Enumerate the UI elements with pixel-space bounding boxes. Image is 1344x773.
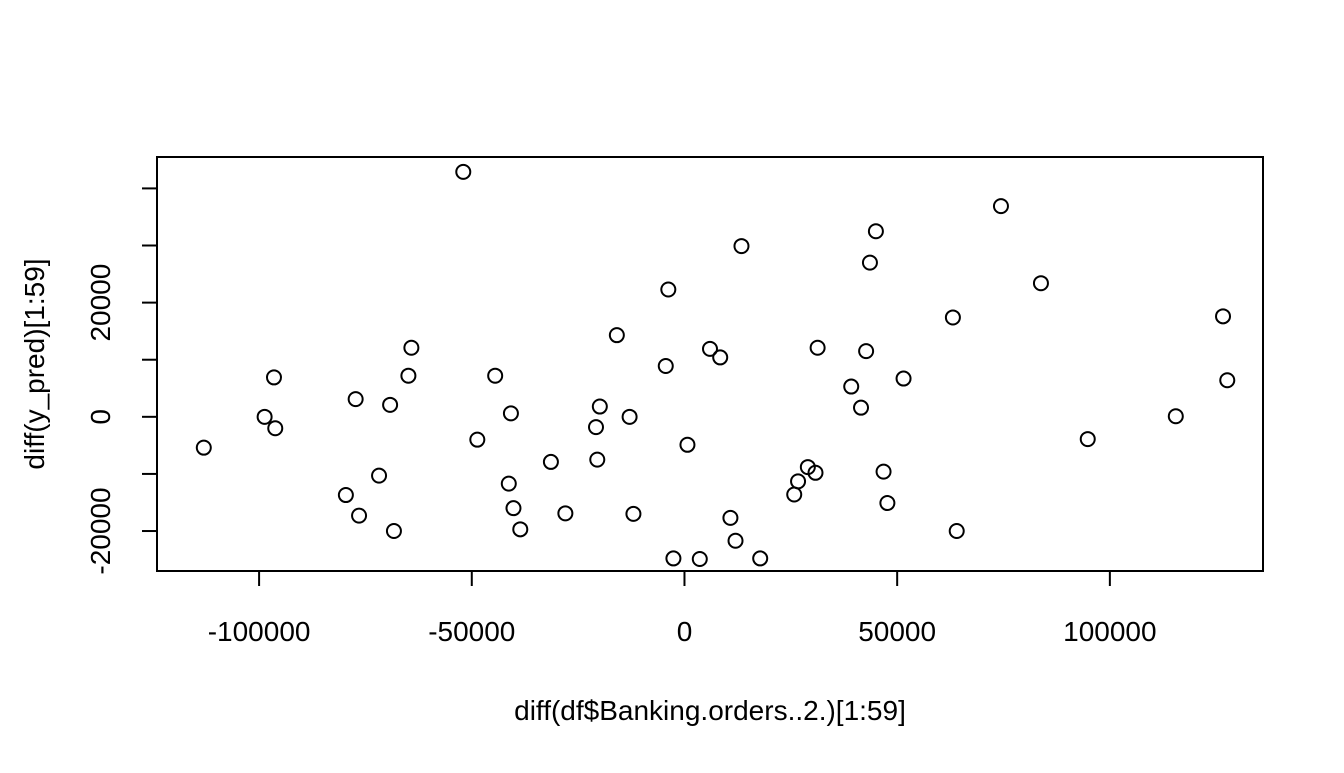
data-point — [895, 370, 912, 387]
data-point — [944, 309, 961, 326]
data-point — [621, 408, 638, 425]
data-point — [1215, 308, 1232, 325]
data-point — [455, 163, 472, 180]
x-axis-label: diff(df$Banking.orders..2.)[1:59] — [514, 695, 906, 726]
data-point — [722, 509, 739, 526]
data-point — [807, 464, 824, 481]
x-tick-label: 50000 — [858, 616, 936, 647]
data-point — [790, 473, 807, 490]
data-point — [948, 523, 965, 540]
data-point — [608, 327, 625, 344]
data-point — [542, 453, 559, 470]
data-point — [500, 475, 517, 492]
data-point — [853, 399, 870, 416]
data-point — [809, 339, 826, 356]
data-point — [589, 451, 606, 468]
data-point — [691, 551, 708, 568]
y-tick-label: 20000 — [85, 264, 116, 342]
data-point — [587, 419, 604, 436]
data-point — [843, 378, 860, 395]
x-tick-label: -100000 — [208, 616, 311, 647]
data-point — [712, 349, 729, 366]
data-point — [875, 463, 892, 480]
data-point — [1167, 408, 1184, 425]
data-point — [505, 500, 522, 517]
data-point — [861, 254, 878, 271]
data-point — [265, 369, 282, 386]
data-point — [382, 396, 399, 413]
data-point — [337, 487, 354, 504]
data-point — [400, 367, 417, 384]
data-point — [195, 439, 212, 456]
x-tick-label: -50000 — [428, 616, 515, 647]
data-point — [879, 495, 896, 512]
data-point — [867, 223, 884, 240]
data-point — [733, 238, 750, 255]
data-point — [992, 198, 1009, 215]
y-axis-label: diff(y_pred)[1:59] — [19, 258, 50, 469]
data-points — [195, 163, 1236, 568]
data-point — [487, 367, 504, 384]
y-tick-label: -20000 — [85, 487, 116, 574]
data-point — [351, 507, 368, 524]
data-point — [665, 550, 682, 567]
data-point — [267, 420, 284, 437]
data-point — [557, 505, 574, 522]
data-point — [1032, 275, 1049, 292]
x-tick-label: 0 — [677, 616, 693, 647]
data-point — [625, 505, 642, 522]
data-point — [1219, 372, 1236, 389]
data-point — [858, 343, 875, 360]
data-point — [371, 467, 388, 484]
x-tick-label: 100000 — [1063, 616, 1156, 647]
data-point — [752, 550, 769, 567]
plot-frame — [156, 156, 1264, 572]
data-point — [1079, 431, 1096, 448]
data-point — [403, 339, 420, 356]
data-point — [657, 357, 674, 374]
data-point — [469, 431, 486, 448]
data-point — [679, 436, 696, 453]
y-axis: -20000 0 20000 — [85, 187, 158, 575]
data-point — [385, 523, 402, 540]
data-point — [591, 398, 608, 415]
y-tick-label: 0 — [85, 409, 116, 425]
data-point — [502, 405, 519, 422]
data-point — [786, 486, 803, 503]
data-point — [702, 340, 718, 357]
data-point — [347, 391, 364, 408]
data-point — [727, 532, 744, 549]
data-point — [256, 408, 273, 425]
data-point — [512, 521, 529, 538]
x-axis: -100000 -50000 0 50000 100000 — [208, 570, 1157, 647]
data-point — [660, 281, 677, 298]
